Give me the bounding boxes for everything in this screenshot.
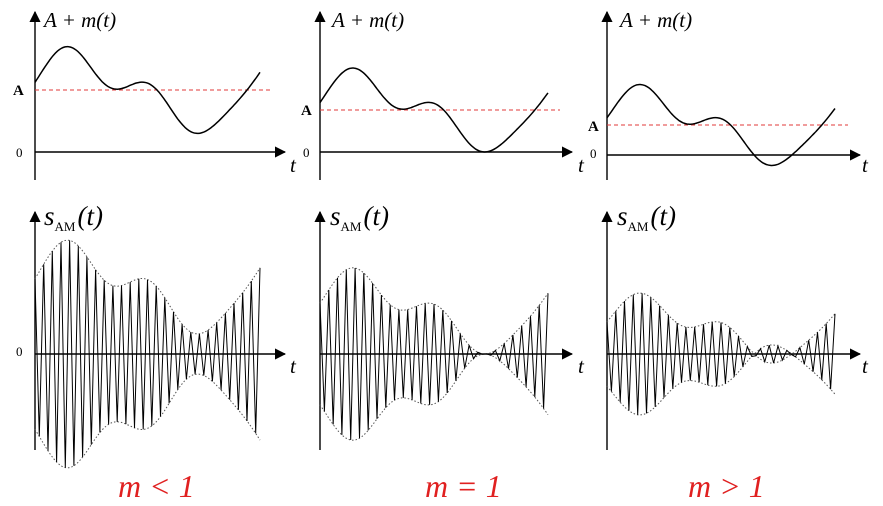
zero-label: 0: [16, 145, 23, 160]
upper-envelope: [606, 292, 836, 354]
lower-envelope: [319, 353, 549, 441]
upper-envelope: [34, 239, 261, 335]
t-axis-label: t: [862, 153, 869, 177]
panel-m-equals-1: A + m(t) t A 0 sAM(t) t m = 1: [301, 8, 585, 504]
bottom-graph-1: sAM(t) t 0: [16, 201, 297, 469]
am-carrier-waveform: [319, 267, 549, 441]
a-level-label: A: [13, 83, 24, 99]
t-axis-label: t: [578, 354, 585, 378]
bottom-graph-2: sAM(t) t: [314, 201, 585, 450]
a-level-label: A: [301, 103, 312, 119]
y-axis-label: A + m(t): [42, 8, 116, 32]
lower-envelope: [606, 354, 836, 416]
s-am-label: sAM(t): [330, 201, 389, 234]
lower-envelope: [34, 373, 261, 469]
condition-label: m = 1: [425, 468, 502, 504]
a-level-label: A: [588, 119, 599, 135]
t-axis-label: t: [290, 153, 297, 177]
top-graph-1: A + m(t) t A 0: [13, 8, 297, 180]
panel-m-greater-than-1: A + m(t) t A 0 sAM(t) t m > 1: [588, 8, 869, 504]
y-axis-label: A + m(t): [618, 8, 692, 32]
s-am-label: sAM(t): [44, 201, 103, 234]
zero-label: 0: [16, 344, 23, 359]
panel-m-less-than-1: A + m(t) t A 0 sAM(t) t 0 m < 1: [13, 8, 297, 504]
message-signal-curve: [606, 83, 836, 167]
bottom-graph-3: sAM(t) t: [601, 201, 869, 450]
zero-label: 0: [303, 145, 310, 160]
condition-label: m > 1: [688, 468, 765, 504]
zero-label: 0: [590, 146, 597, 161]
y-axis-label: A + m(t): [330, 8, 404, 32]
condition-label: m < 1: [118, 468, 195, 504]
message-signal-curve: [34, 45, 261, 135]
t-axis-label: t: [290, 354, 297, 378]
message-signal-curve: [319, 67, 549, 153]
s-am-label: sAM(t): [617, 201, 676, 234]
t-axis-label: t: [578, 153, 585, 177]
t-axis-label: t: [862, 354, 869, 378]
top-graph-2: A + m(t) t A 0: [301, 8, 585, 180]
am-carrier-waveform: [34, 240, 261, 468]
am-carrier-waveform: [606, 293, 836, 415]
top-graph-3: A + m(t) t A 0: [588, 8, 869, 180]
